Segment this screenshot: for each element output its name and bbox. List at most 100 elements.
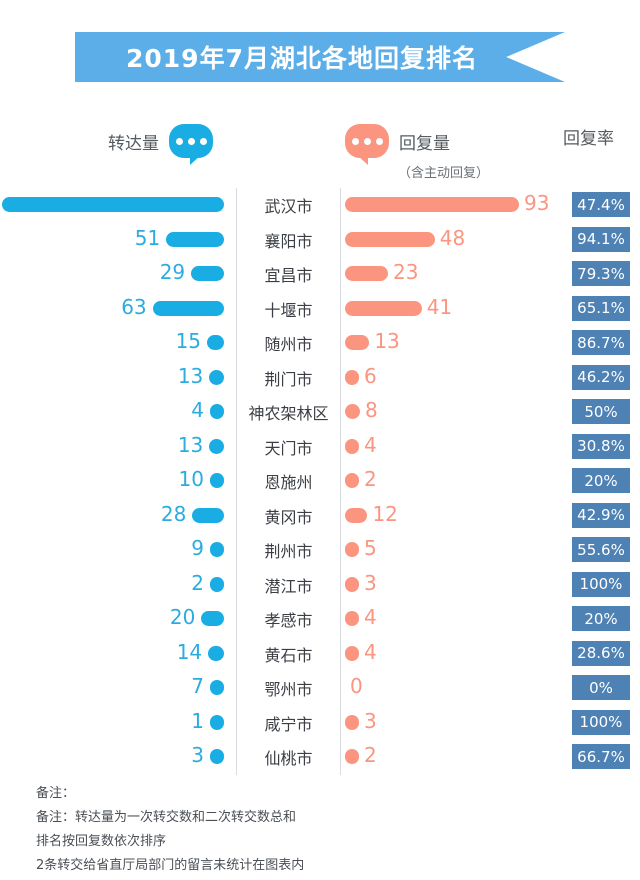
- replies-cell: 13: [345, 326, 560, 361]
- replies-cell: 2: [345, 464, 560, 499]
- replies-cell: 5: [345, 533, 560, 568]
- speech-bubble-blue-icon: [169, 124, 213, 165]
- transferred-value: 1: [191, 708, 204, 733]
- replies-bar: [345, 542, 359, 557]
- city-name: 黄冈市: [264, 507, 313, 527]
- replies-value: 4: [364, 605, 377, 629]
- city-name: 武汉市: [264, 197, 313, 216]
- transferred-bar: [209, 369, 224, 385]
- transferred-cell: 3: [0, 740, 228, 775]
- city-name: 仙桃市: [264, 749, 313, 768]
- transferred-cell: 196: [0, 188, 228, 223]
- city-name: 潜江市: [264, 576, 313, 596]
- footnotes: 备注： 备注：转达量为一次转交数和二次转交数总和 排名按回复数依次排序 2条转交给省直…: [36, 782, 596, 878]
- legend-label-reply-rate: 回复率: [563, 129, 614, 149]
- transferred-bar: [2, 197, 224, 212]
- city-name: 荆州市: [264, 542, 313, 561]
- replies-cell: 23: [345, 257, 560, 292]
- bubble-dot: [199, 137, 207, 145]
- replies-value: 5: [364, 536, 377, 560]
- replies-bar: [345, 611, 359, 626]
- transferred-cell: 4: [0, 395, 228, 430]
- reply-rate-badge: 42.9%: [572, 502, 630, 528]
- replies-value: 12: [372, 501, 398, 526]
- transferred-value: 29: [159, 260, 186, 284]
- replies-value: 23: [393, 260, 419, 284]
- replies-bar: [345, 197, 519, 212]
- city-name: 神农架林区: [248, 404, 329, 423]
- legend-label-replies: 回复量: [399, 133, 450, 154]
- footnote-line: 排名按回复数依次排序: [36, 834, 167, 849]
- transferred-value: 4: [191, 398, 204, 422]
- bubble-dot: [375, 137, 383, 145]
- replies-value: 13: [374, 329, 400, 353]
- chart-row: 29 宜昌市 23 79.3%: [0, 257, 640, 292]
- reply-rate-badge: 30.8%: [572, 433, 630, 459]
- speech-bubble-salmon-icon: [345, 124, 389, 165]
- reply-rate-badge: 100%: [572, 709, 630, 735]
- transferred-cell: 7: [0, 671, 228, 706]
- chart-row: 14 黄石市 4 28.6%: [0, 637, 640, 672]
- replies-bar: [345, 300, 422, 316]
- replies-cell: 4: [345, 602, 560, 637]
- chart-row: 63 十堰市 41 65.1%: [0, 292, 640, 327]
- transferred-bar: [152, 300, 224, 316]
- transferred-cell: 2: [0, 568, 228, 603]
- city-name: 宜昌市: [264, 266, 313, 285]
- replies-bar: [345, 335, 370, 350]
- city-name: 天门市: [264, 438, 313, 458]
- chart-body: 196武汉市9347.4%51襄阳市4894.1%29宜昌市2379.3%63十…: [0, 188, 640, 775]
- transferred-bar: [210, 680, 224, 695]
- reply-rate-badge: 20%: [572, 468, 630, 493]
- chart-row: 7 鄂州市 0 0%: [0, 671, 640, 706]
- replies-bar: [345, 404, 360, 419]
- city-name: 咸宁市: [264, 714, 313, 734]
- replies-bar: [345, 266, 389, 281]
- chart-row: 4 神农架林区 8 50%: [0, 395, 640, 430]
- transferred-cell: 13: [0, 430, 228, 465]
- replies-bar: [345, 576, 359, 592]
- replies-bar: [345, 369, 359, 385]
- legend: 转达量 回复量 （含主动回复） 回复率: [0, 110, 640, 181]
- transferred-cell: 15: [0, 326, 228, 361]
- footnote-line: 2条转交给省直厅局部门的留言未统计在图表内: [36, 858, 305, 873]
- replies-cell: 0: [345, 671, 560, 706]
- replies-cell: 2: [345, 740, 560, 775]
- replies-cell: 41: [345, 292, 560, 327]
- transferred-bar: [191, 266, 224, 281]
- chart-row: 9 荆州市 5 55.6%: [0, 533, 640, 568]
- legend-sublabel-replies: （含主动回复）: [398, 166, 490, 181]
- transferred-cell: 9: [0, 533, 228, 568]
- chart-row: 3 仙桃市 2 66.7%: [0, 740, 640, 775]
- replies-bar: [345, 438, 359, 454]
- replies-bar: [345, 473, 359, 488]
- replies-value: 3: [364, 570, 377, 595]
- bubble-dot: [187, 137, 195, 145]
- transferred-value: 2: [191, 570, 204, 595]
- transferred-bar: [166, 231, 224, 247]
- bubble-dot: [351, 137, 359, 145]
- replies-bar: [345, 231, 435, 247]
- reply-rate-badge: 100%: [572, 571, 630, 597]
- transferred-bar: [192, 507, 224, 523]
- reply-rate-badge: 0%: [572, 675, 630, 700]
- transferred-bar: [210, 749, 224, 764]
- replies-value: 41: [426, 294, 453, 319]
- bubble-tail: [190, 155, 201, 165]
- transferred-bar: [210, 542, 224, 557]
- transferred-cell: 13: [0, 361, 228, 396]
- replies-cell: 6: [345, 361, 560, 396]
- transferred-bar: [208, 645, 224, 661]
- transferred-bar: [209, 438, 224, 454]
- replies-value: 4: [364, 432, 377, 457]
- page-title: 2019年7月湖北各地回复排名: [126, 44, 478, 73]
- divider-left: [236, 188, 237, 775]
- transferred-value: 14: [176, 639, 203, 664]
- city-name: 随州市: [264, 335, 313, 354]
- chart-row: 2 潜江市 3 100%: [0, 568, 640, 603]
- replies-value: 0: [350, 674, 363, 698]
- legend-item-transferred: 转达量: [108, 124, 213, 165]
- legend-item-replies: 回复量: [345, 124, 450, 165]
- transferred-cell: 1: [0, 706, 228, 741]
- replies-bar: [345, 507, 368, 523]
